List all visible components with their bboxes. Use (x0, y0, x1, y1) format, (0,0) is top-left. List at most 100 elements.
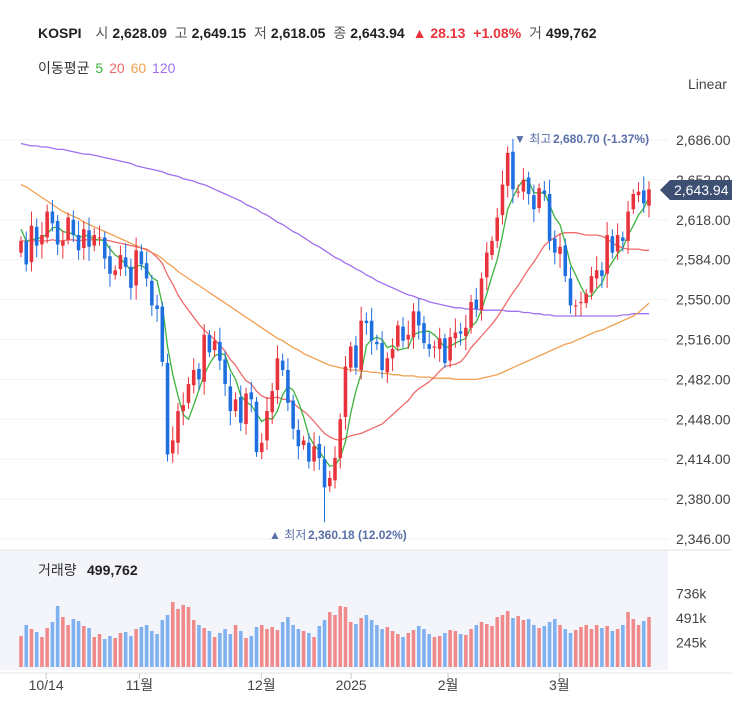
volume-bar (594, 625, 599, 667)
volume-bar (244, 638, 248, 667)
volume-bar (275, 630, 280, 667)
volume-bar (490, 626, 494, 667)
candle-body (218, 341, 222, 361)
volume-bar (108, 636, 112, 667)
candle-body (401, 326, 405, 341)
volume-bar (259, 625, 264, 667)
candle-body (76, 235, 81, 251)
volume-bar (280, 622, 285, 667)
volume-bar (113, 638, 117, 667)
ma20-legend[interactable]: 20 (109, 60, 125, 76)
candle-body (579, 301, 583, 304)
volume-tick-label: 491k (676, 610, 707, 626)
ma60-legend[interactable]: 60 (130, 60, 147, 76)
candle-body (411, 311, 416, 338)
candle-body (490, 240, 494, 256)
candle-body (605, 235, 609, 274)
candle-body (254, 401, 259, 453)
volume-bar (343, 607, 348, 667)
x-axis: 10/14 11월 12월 2025 2월 3월 (29, 673, 570, 693)
volume-bar (448, 630, 452, 667)
candle-body (626, 211, 630, 241)
volume-bar (573, 630, 578, 667)
candle-body (244, 393, 248, 424)
candle-body (322, 459, 327, 488)
candle-body (249, 392, 254, 400)
volume-bar (118, 633, 123, 667)
candle-body (202, 334, 206, 382)
ma5-line (20, 179, 650, 467)
candle-body (453, 332, 458, 339)
volume-axis: 736k 491k 245k (676, 585, 707, 650)
volume-bar (254, 627, 259, 667)
volume-bar (270, 627, 274, 667)
candle-body (191, 370, 196, 386)
volume-bar (432, 637, 437, 667)
volume-bar (621, 625, 625, 667)
candle-body (484, 252, 489, 278)
volume-bar (202, 628, 206, 667)
ma120-legend[interactable]: 120 (152, 60, 176, 76)
y-tick-label: 2,516.00 (676, 332, 731, 348)
volume-bar (579, 627, 583, 667)
y-tick-label: 2,448.00 (676, 411, 731, 427)
candle-body (212, 340, 217, 351)
volume-bar (160, 620, 165, 667)
candles (19, 138, 651, 523)
y-tick-label: 2,482.00 (676, 371, 731, 387)
high-marker-prefix: ▼ 최고 (514, 132, 551, 146)
volume-bar (458, 634, 463, 667)
candle-body (526, 177, 531, 194)
change-percent: +1.08% (473, 25, 522, 41)
volume-bar (542, 626, 547, 667)
candle-body (422, 323, 426, 344)
scale-toggle[interactable]: Linear (688, 76, 727, 92)
volume-bar (71, 619, 76, 667)
volume-bar (369, 620, 374, 667)
candle-body (600, 270, 604, 277)
volume-bar (317, 626, 322, 667)
candle-body (197, 368, 201, 380)
candle-body (573, 305, 578, 307)
volume-bar (212, 637, 217, 667)
volume-bar (495, 617, 500, 667)
candle-body (19, 240, 23, 253)
candle-body (312, 446, 316, 462)
volume-bar (223, 629, 227, 667)
candle-body (150, 280, 154, 306)
volume-bar (380, 629, 384, 667)
volume-bar (537, 628, 541, 667)
moving-average-legend[interactable]: 이동평균 5 20 60 120 (38, 58, 177, 78)
price-tag-bg (660, 180, 732, 200)
candle-body (228, 386, 233, 412)
volume-bar (469, 629, 473, 667)
volume-bar (610, 631, 615, 667)
volume-bar (296, 629, 301, 667)
candle-body (170, 440, 175, 454)
candle-body (348, 346, 353, 368)
volume-bar (218, 633, 222, 667)
volume-bar (401, 637, 405, 667)
volume-bar (239, 631, 243, 667)
volume-bar (605, 626, 609, 667)
volume-bar (553, 619, 557, 667)
candle-body (97, 237, 102, 239)
volume-bar (265, 629, 269, 667)
ma5-legend[interactable]: 5 (95, 60, 104, 76)
volume-bar (301, 631, 306, 667)
candle-body (155, 305, 159, 309)
volume-bar (484, 624, 489, 667)
volume-bar (34, 632, 39, 667)
volume-bar (422, 629, 426, 667)
candle-body (301, 440, 306, 446)
volume-bar (390, 631, 395, 667)
candle-body (343, 366, 348, 417)
ma-label: 이동평균 (38, 60, 90, 76)
volume-bar (61, 617, 65, 667)
candle-body (532, 195, 536, 210)
candle-body (34, 226, 39, 246)
price-header: KOSPI 시 2,628.09 고 2,649.15 저 2,618.05 종 2,6… (38, 23, 601, 43)
candle-body (390, 348, 395, 359)
candle-body (521, 179, 526, 192)
